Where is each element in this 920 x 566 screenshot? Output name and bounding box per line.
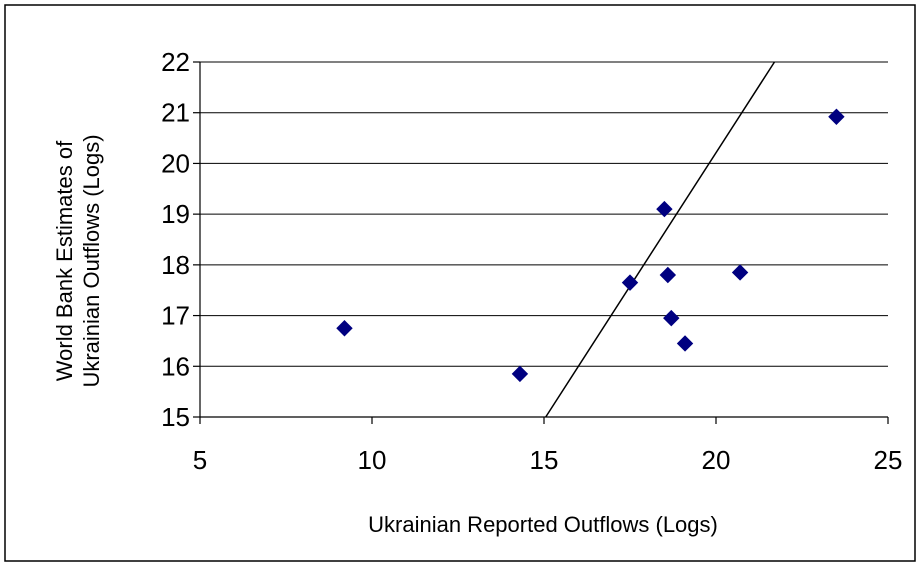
data-point-0-3 (656, 200, 673, 218)
reference-line-group (545, 61, 776, 418)
data-point-0-2 (621, 274, 639, 291)
chart-border (4, 4, 916, 562)
x-tick-label-20: 20 (702, 445, 731, 475)
x-tick-label-15: 15 (530, 445, 559, 475)
x-tick-label-5: 5 (193, 445, 207, 475)
data-points (336, 108, 845, 383)
data-point-0-7 (731, 264, 749, 281)
y-tick-label-17: 17 (161, 301, 190, 331)
y-axis-label-line-1: World Bank Estimates of (52, 140, 77, 381)
y-tick-label-16: 16 (161, 351, 190, 381)
y-tick-label-19: 19 (161, 199, 190, 229)
data-point-0-1 (511, 365, 529, 383)
x-tick-label-25: 25 (874, 445, 903, 475)
x-tick-labels: 5 10 15 20 25 (193, 445, 903, 475)
y-tick-label-15: 15 (161, 402, 190, 432)
y-tick-label-21: 21 (161, 98, 190, 128)
y-axis-label-line-2: Ukrainian Outflows (Logs) (79, 134, 104, 387)
x-axis-label: Ukrainian Reported Outflows (Logs) (368, 512, 718, 537)
reference-line (545, 61, 776, 418)
y-tick-labels: 15 16 17 18 19 20 21 22 (161, 47, 190, 432)
y-tick-label-18: 18 (161, 250, 190, 280)
y-tick-label-20: 20 (161, 148, 190, 178)
data-point-0-6 (676, 335, 694, 352)
x-tick-label-10: 10 (358, 445, 387, 475)
data-point-0-8 (828, 108, 845, 125)
axes (193, 61, 889, 424)
data-point-0-0 (336, 320, 353, 337)
data-point-0-4 (659, 266, 677, 284)
y-axis-label: World Bank Estimates of Ukrainian Outflo… (52, 134, 104, 387)
data-point-0-5 (663, 309, 680, 327)
y-tick-label-22: 22 (161, 47, 190, 77)
gridlines (200, 61, 888, 418)
